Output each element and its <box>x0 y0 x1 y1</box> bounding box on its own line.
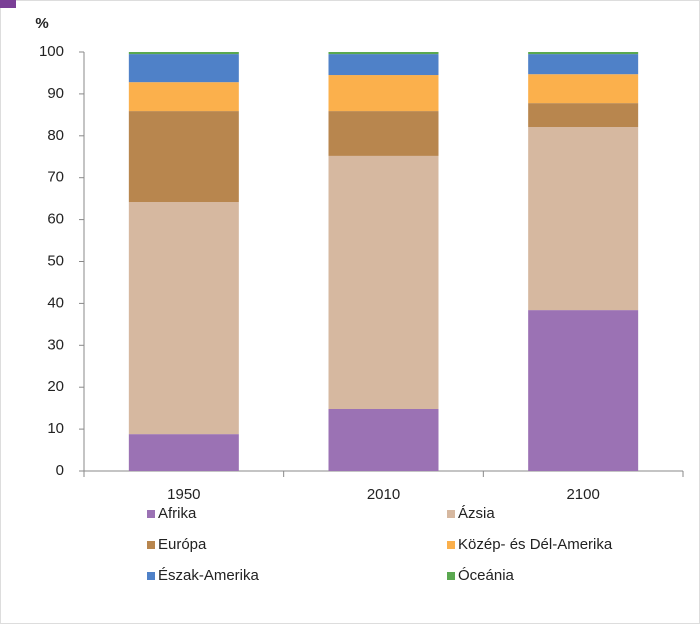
bar-segment <box>528 74 639 104</box>
bar-segment <box>128 111 239 203</box>
y-tick-label: 70 <box>47 169 64 186</box>
x-tick-label: 1950 <box>167 486 200 503</box>
y-tick-label: 10 <box>47 420 64 437</box>
bar-segment <box>328 408 439 471</box>
legend-swatch <box>447 572 455 580</box>
bar-segment <box>528 103 639 128</box>
bar-segment <box>128 434 239 471</box>
y-tick-label: 20 <box>47 378 64 395</box>
bar-segment <box>128 54 239 83</box>
bar-segment <box>528 54 639 75</box>
corner-marker <box>0 0 16 8</box>
legend-label: Európa <box>158 536 207 553</box>
y-tick-label: 80 <box>47 127 64 144</box>
bar-segment <box>128 202 239 435</box>
y-axis-label: % <box>35 15 48 32</box>
legend-swatch <box>147 572 155 580</box>
y-tick-label: 40 <box>47 294 64 311</box>
bar-segment <box>528 310 639 471</box>
bar-segment <box>328 54 439 76</box>
legend-swatch <box>447 541 455 549</box>
y-tick-label: 60 <box>47 211 64 228</box>
bar-segment <box>328 155 439 409</box>
bar-segment <box>328 52 439 55</box>
legend-swatch <box>147 541 155 549</box>
legend-label: Észak-Amerika <box>158 567 260 584</box>
bar-segment <box>128 52 239 55</box>
legend-label: Ázsia <box>458 505 495 522</box>
legend-label: Afrika <box>158 505 197 522</box>
x-tick-label: 2100 <box>566 486 599 503</box>
legend-label: Közép- és Dél-Amerika <box>458 536 613 553</box>
legend-swatch <box>147 510 155 518</box>
y-tick-label: 90 <box>47 85 64 102</box>
legend-label: Óceánia <box>458 567 515 584</box>
y-tick-label: 50 <box>47 252 64 269</box>
bar-segment <box>328 75 439 112</box>
bar-segment <box>528 127 639 311</box>
y-tick-label: 0 <box>56 462 64 479</box>
y-tick-label: 100 <box>39 43 64 60</box>
bar-segment <box>128 82 239 112</box>
bar-segment <box>328 111 439 156</box>
x-tick-label: 2010 <box>367 486 400 503</box>
bar-segment <box>528 52 639 55</box>
y-tick-label: 30 <box>47 336 64 353</box>
legend-swatch <box>447 510 455 518</box>
